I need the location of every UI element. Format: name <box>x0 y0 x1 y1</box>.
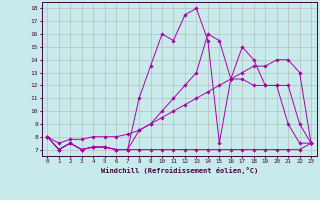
X-axis label: Windchill (Refroidissement éolien,°C): Windchill (Refroidissement éolien,°C) <box>100 167 258 174</box>
